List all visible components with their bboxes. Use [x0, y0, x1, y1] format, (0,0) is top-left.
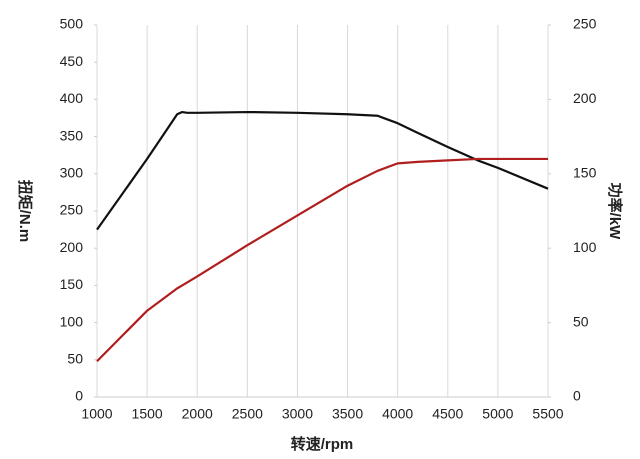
- y2-tick-label: 150: [573, 165, 597, 181]
- y-tick-label: 0: [75, 388, 83, 404]
- y2-tick-label: 200: [573, 90, 597, 106]
- x-tick-label: 1000: [81, 406, 112, 422]
- y-tick-label: 250: [60, 202, 84, 218]
- y2-tick-label: 100: [573, 239, 597, 255]
- x-tick-label: 5500: [532, 406, 563, 422]
- y-tick-label: 100: [60, 313, 84, 329]
- y-tick-label: 200: [60, 239, 84, 255]
- x-tick-label: 5000: [482, 406, 513, 422]
- y-tick-label: 350: [60, 127, 84, 143]
- y-tick-label: 400: [60, 90, 84, 106]
- x-tick-label: 3500: [332, 406, 363, 422]
- y-tick-label: 450: [60, 53, 84, 69]
- x-axis-label: 转速/rpm: [291, 435, 354, 453]
- y-tick-label: 500: [60, 16, 84, 32]
- y-tick-label: 50: [67, 351, 83, 367]
- x-tick-label: 3000: [282, 406, 313, 422]
- y-tick-label: 150: [60, 276, 84, 292]
- x-tick-label: 4000: [382, 406, 413, 422]
- y2-axis-label: 功率/kW: [606, 183, 624, 241]
- x-tick-label: 2500: [232, 406, 263, 422]
- y-axis-label: 扭矩/N.m: [16, 180, 34, 243]
- x-tick-label: 4500: [432, 406, 463, 422]
- series-line: [96, 157, 548, 363]
- y2-tick-label: 50: [573, 313, 589, 329]
- y2-tick-label: 250: [573, 16, 597, 32]
- y-tick-label: 300: [60, 165, 84, 181]
- y2-tick-label: 0: [573, 388, 581, 404]
- series-line: [96, 110, 549, 231]
- x-tick-label: 2000: [182, 406, 213, 422]
- x-tick-label: 1500: [132, 406, 163, 422]
